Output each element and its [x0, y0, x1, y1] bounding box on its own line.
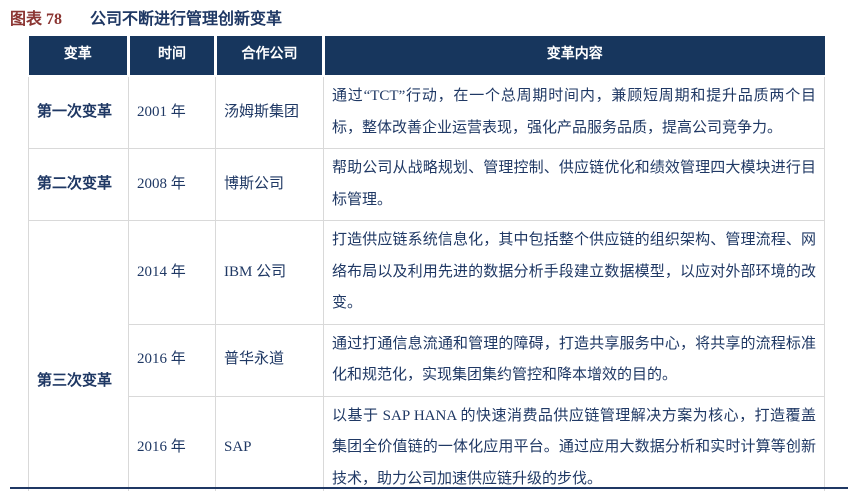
- header-company: 合作公司: [214, 36, 324, 77]
- figure-caption: 图表 78 公司不断进行管理创新变革: [0, 0, 856, 29]
- time-cell: 2001 年: [128, 75, 216, 149]
- bottom-divider: [10, 487, 848, 489]
- company-cell: 汤姆斯集团: [215, 75, 324, 149]
- management-innovation-table: 变革 时间 合作公司 变革内容 第一次变革 2001 年 汤姆斯集团 通过“TC…: [28, 36, 825, 491]
- company-cell: 博斯公司: [215, 148, 324, 221]
- header-time: 时间: [127, 36, 216, 77]
- table-row: 2016 年 普华永道 通过打通信息流通和管理的障碍，打造共享服务中心，将共享的…: [29, 323, 825, 397]
- content-cell: 帮助公司从战略规划、管理控制、供应链优化和绩效管理四大模块进行目标管理。: [323, 148, 825, 221]
- table-header-row: 变革 时间 合作公司 变革内容: [28, 36, 825, 77]
- company-cell: 普华永道: [215, 323, 324, 397]
- header-change: 变革: [28, 36, 129, 77]
- figure-number-label: 图表 78: [10, 11, 63, 28]
- table-row: 第二次变革 2008 年 博斯公司 帮助公司从战略规划、管理控制、供应链优化和绩…: [28, 148, 825, 221]
- content-cell: 通过打通信息流通和管理的障碍，打造共享服务中心，将共享的流程标准化和规范化，实现…: [323, 323, 825, 397]
- header-content: 变革内容: [322, 36, 825, 77]
- table-row: 第三次变革 2014 年 IBM 公司 打造供应链系统信息化，其中包括整个供应链…: [28, 220, 825, 491]
- table-row: 第一次变革 2001 年 汤姆斯集团 通过“TCT”行动，在一个总周期时间内，兼…: [28, 75, 825, 149]
- company-cell: SAP: [215, 395, 324, 491]
- change-cell-second: 第二次变革: [28, 148, 129, 221]
- change-cell-first: 第一次变革: [28, 75, 129, 149]
- table-row: 2016 年 SAP 以基于 SAP HANA 的快速消费品供应链管理解决方案为…: [29, 395, 825, 491]
- time-cell: 2016 年: [128, 395, 216, 491]
- time-cell: 2008 年: [128, 148, 216, 221]
- figure-title: 公司不断进行管理创新变革: [90, 11, 283, 28]
- time-cell: 2016 年: [128, 323, 216, 397]
- content-cell: 通过“TCT”行动，在一个总周期时间内，兼顾短周期和提升品质两个目标，整体改善企…: [323, 75, 825, 149]
- company-cell: IBM 公司: [215, 220, 324, 325]
- time-cell: 2014 年: [128, 220, 216, 325]
- content-cell: 打造供应链系统信息化，其中包括整个供应链的组织架构、管理流程、网络布局以及利用先…: [323, 220, 825, 325]
- change-cell-third: 第三次变革: [28, 220, 129, 491]
- content-cell: 以基于 SAP HANA 的快速消费品供应链管理解决方案为核心，打造覆盖集团全价…: [323, 395, 825, 491]
